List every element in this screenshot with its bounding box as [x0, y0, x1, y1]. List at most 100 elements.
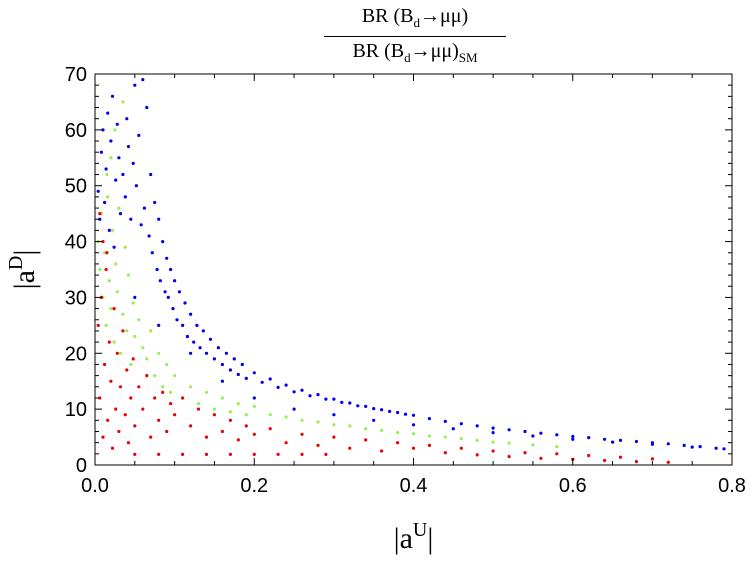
- data-point: [149, 435, 153, 439]
- data-point: [169, 402, 173, 406]
- data-point: [539, 456, 543, 460]
- data-point: [169, 390, 173, 394]
- data-point: [212, 357, 216, 361]
- data-point: [451, 427, 455, 431]
- data-point: [105, 251, 109, 255]
- data-point: [157, 323, 161, 327]
- data-point: [181, 323, 185, 327]
- data-point: [189, 385, 193, 389]
- data-point: [364, 438, 368, 442]
- data-point: [107, 228, 111, 232]
- data-point: [252, 371, 256, 375]
- y-tick-label: 0: [76, 455, 87, 477]
- data-point: [356, 404, 360, 408]
- data-point: [185, 334, 189, 339]
- chart-title-numerator: BR (Bd→μμ): [361, 5, 469, 30]
- data-point: [106, 418, 110, 422]
- data-point: [523, 451, 527, 455]
- data-point: [690, 445, 694, 449]
- data-point: [192, 340, 196, 344]
- data-point: [300, 432, 304, 436]
- data-point: [260, 380, 264, 384]
- data-point: [99, 150, 103, 154]
- data-point: [110, 228, 115, 232]
- data-point: [332, 435, 336, 439]
- data-point: [571, 437, 575, 441]
- data-point: [396, 410, 400, 415]
- data-point: [189, 351, 193, 355]
- data-point: [113, 128, 117, 132]
- data-point: [118, 385, 123, 389]
- data-point: [252, 452, 256, 456]
- data-point: [300, 388, 304, 392]
- data-point: [523, 429, 527, 434]
- data-point: [244, 376, 248, 380]
- data-point: [109, 379, 113, 383]
- data-point: [103, 200, 107, 205]
- data-point: [650, 457, 655, 461]
- data-point: [666, 442, 670, 446]
- data-point: [411, 432, 416, 436]
- data-point: [157, 418, 161, 422]
- data-point: [292, 407, 296, 411]
- data-point: [133, 295, 137, 299]
- ticks-layer: [94, 73, 733, 466]
- data-point: [220, 429, 224, 434]
- data-point: [228, 418, 232, 422]
- data-point: [104, 167, 108, 171]
- data-point: [491, 431, 495, 435]
- data-point: [121, 312, 125, 316]
- data-point: [388, 409, 392, 413]
- data-point: [380, 408, 384, 412]
- data-point: [443, 419, 447, 423]
- data-point: [228, 368, 232, 372]
- data-point: [634, 460, 639, 464]
- data-point: [198, 346, 202, 350]
- data-point: [147, 234, 151, 238]
- plot-frame: [94, 73, 733, 466]
- data-point: [411, 413, 416, 417]
- data-point: [133, 424, 137, 428]
- data-point: [491, 426, 495, 430]
- data-point: [220, 362, 224, 367]
- x-tick-label: 0.6: [559, 475, 587, 497]
- data-point: [236, 438, 240, 442]
- data-point: [161, 240, 165, 244]
- data-point: [125, 329, 129, 333]
- data-point: [129, 362, 133, 367]
- y-tick-label: 10: [65, 399, 87, 421]
- data-point: [189, 312, 193, 316]
- data-point: [157, 452, 161, 456]
- series-1: [96, 100, 559, 449]
- data-point: [618, 455, 623, 459]
- data-point: [173, 374, 177, 378]
- data-point: [252, 396, 256, 400]
- data-point: [149, 329, 153, 333]
- data-point: [137, 318, 141, 322]
- data-point: [139, 223, 143, 227]
- data-point: [142, 206, 146, 210]
- data-point: [348, 401, 352, 405]
- data-point: [141, 407, 145, 411]
- y-tick-label: 60: [65, 120, 87, 142]
- tick-labels-layer: 0.0 0.2 0.4 0.6 0.8 0 10 20 30 40 50 60 70: [65, 64, 746, 497]
- data-point: [284, 441, 288, 445]
- data-point: [300, 418, 304, 422]
- data-point: [618, 438, 623, 442]
- data-point: [106, 195, 110, 199]
- y-tick-label: 70: [65, 64, 87, 86]
- data-point: [117, 206, 121, 210]
- data-point: [216, 346, 220, 350]
- data-point: [228, 452, 232, 456]
- data-point: [555, 445, 559, 449]
- data-point: [123, 195, 127, 199]
- data-point: [153, 396, 157, 400]
- data-point: [161, 385, 165, 389]
- data-point: [364, 427, 368, 431]
- data-point: [133, 334, 137, 339]
- data-point: [101, 128, 105, 132]
- y-tick-label: 30: [65, 287, 87, 309]
- data-point: [112, 340, 116, 344]
- data-point: [531, 434, 535, 438]
- data-point: [396, 431, 400, 435]
